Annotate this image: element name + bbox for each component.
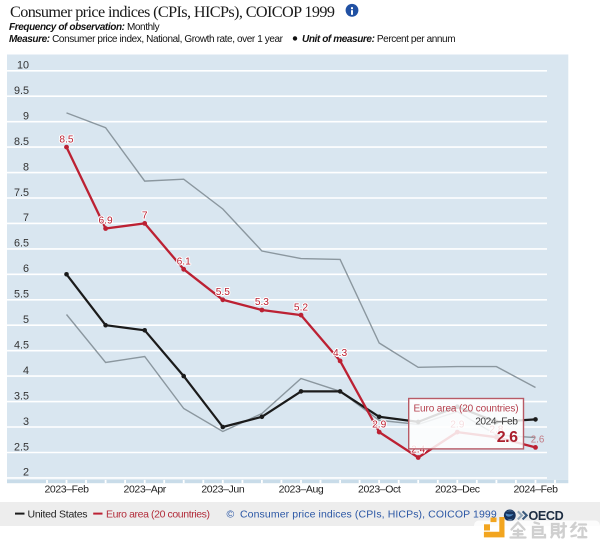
- svg-text:2023–Dec: 2023–Dec: [435, 484, 480, 496]
- svg-text:4.5: 4.5: [14, 340, 29, 352]
- svg-text:9: 9: [23, 111, 29, 123]
- svg-text:Measure: Consumer price index,: Measure: Consumer price index, National,…: [9, 34, 284, 45]
- svg-text:4: 4: [23, 365, 29, 377]
- svg-text:5.2: 5.2: [294, 302, 308, 313]
- svg-text:3: 3: [23, 416, 29, 428]
- svg-text:Consumer price indices (CPIs,: Consumer price indices (CPIs, HICPs), CO…: [240, 508, 497, 520]
- svg-text:Frequency of observation: Mont: Frequency of observation: Monthly: [9, 22, 160, 33]
- svg-text:2023–Aug: 2023–Aug: [279, 484, 324, 496]
- svg-text:3.5: 3.5: [14, 390, 29, 402]
- svg-text:2.9: 2.9: [372, 419, 386, 430]
- svg-text:6.1: 6.1: [177, 257, 191, 268]
- svg-text:10: 10: [17, 60, 29, 72]
- svg-text:9.5: 9.5: [14, 85, 29, 97]
- svg-text:8: 8: [23, 161, 29, 173]
- svg-text:Euro area (20 countries): Euro area (20 countries): [414, 404, 519, 415]
- svg-text:7: 7: [23, 212, 29, 224]
- svg-text:©: ©: [227, 508, 235, 520]
- svg-text:6.9: 6.9: [99, 216, 113, 227]
- svg-text:2.6: 2.6: [497, 429, 518, 446]
- svg-text:United States: United States: [28, 508, 88, 520]
- svg-text:5.3: 5.3: [255, 297, 269, 308]
- svg-text:8.5: 8.5: [59, 134, 73, 145]
- svg-text:6: 6: [23, 263, 29, 275]
- svg-text:5: 5: [23, 314, 29, 326]
- svg-text:2023–Feb: 2023–Feb: [44, 484, 89, 496]
- svg-text:8.5: 8.5: [14, 136, 29, 148]
- svg-text:Consumer price indices (CPIs,: Consumer price indices (CPIs, HICPs), CO…: [10, 3, 335, 21]
- svg-text:2024–Feb: 2024–Feb: [475, 417, 518, 428]
- svg-text:Euro area (20 countries): Euro area (20 countries): [106, 508, 210, 520]
- svg-text:2024–Feb: 2024–Feb: [513, 484, 558, 496]
- svg-text:2.5: 2.5: [14, 441, 29, 453]
- svg-text:2.6: 2.6: [531, 435, 545, 446]
- svg-text:7: 7: [142, 211, 148, 222]
- svg-text:2: 2: [23, 467, 29, 479]
- svg-text:2023–Oct: 2023–Oct: [358, 484, 401, 496]
- svg-text:OECD: OECD: [529, 509, 564, 523]
- svg-text:Unit of measure: Percent per a: Unit of measure: Percent per annum: [302, 34, 455, 45]
- svg-text:2023–Apr: 2023–Apr: [124, 484, 167, 496]
- svg-text:7.5: 7.5: [14, 187, 29, 199]
- svg-text:6.5: 6.5: [14, 238, 29, 250]
- svg-text:5.5: 5.5: [216, 287, 230, 298]
- svg-text:5.5: 5.5: [14, 289, 29, 301]
- svg-text:4.3: 4.3: [333, 348, 347, 359]
- svg-text:2023–Jun: 2023–Jun: [201, 484, 244, 496]
